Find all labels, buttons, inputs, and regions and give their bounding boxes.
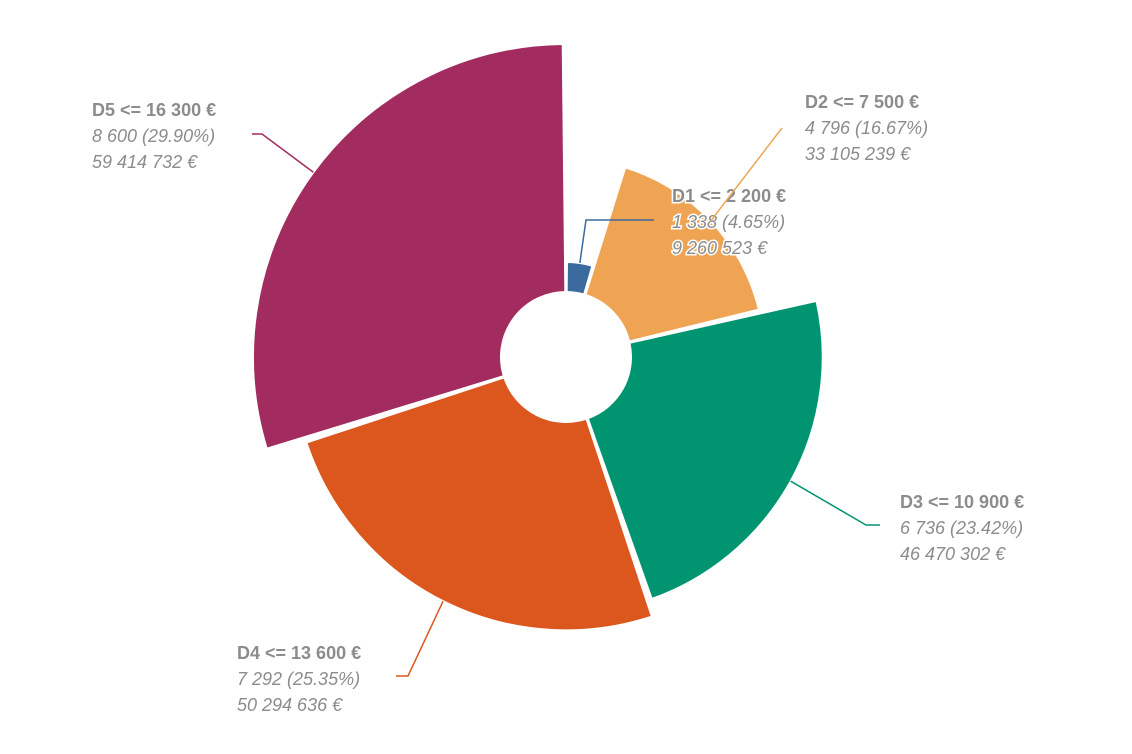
label-count-d3: 6 736 (23.42%)	[900, 518, 1023, 538]
leader-line-d2	[710, 127, 783, 222]
slice-d2[interactable]	[584, 166, 760, 343]
slice-d1[interactable]	[565, 261, 594, 296]
label-amount-d1: 9 260 523 €	[672, 238, 768, 258]
label-title-d3: D3 <= 10 900 €	[900, 492, 1024, 512]
leader-line-d5	[252, 133, 314, 173]
label-count-d1: 1 338 (4.65%)	[672, 212, 785, 232]
slice-d5[interactable]	[252, 43, 567, 450]
leader-line-d1	[579, 219, 654, 264]
label-amount-d3: 46 470 302 €	[900, 544, 1006, 564]
label-count-d2: 4 796 (16.67%)	[805, 118, 928, 138]
slice-d3[interactable]	[586, 299, 824, 600]
label-title-d5: D5 <= 16 300 €	[92, 100, 216, 120]
label-count-d4: 7 292 (25.35%)	[237, 669, 360, 689]
slice-d4[interactable]	[305, 376, 653, 632]
label-title-d4: D4 <= 13 600 €	[237, 643, 361, 663]
label-title-d2: D2 <= 7 500 €	[805, 92, 919, 112]
leader-line-d4	[396, 600, 444, 677]
leader-line-d3	[790, 480, 880, 526]
label-amount-d4: 50 294 636 €	[237, 695, 343, 715]
label-amount-d5: 59 414 732 €	[92, 152, 198, 172]
label-count-d5: 8 600 (29.90%)	[92, 126, 215, 146]
label-amount-d2: 33 105 239 €	[805, 144, 911, 164]
